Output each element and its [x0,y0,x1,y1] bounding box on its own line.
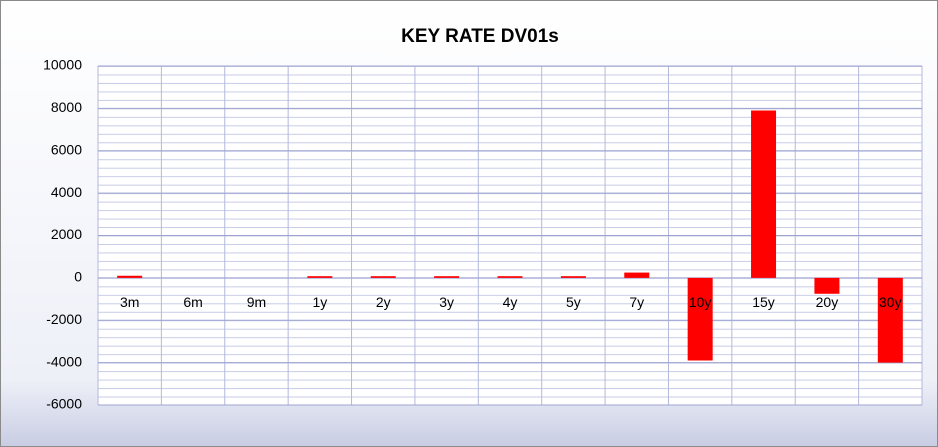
x-tick-label: 4y [503,294,518,310]
x-tick-label: 2y [376,294,391,310]
bar [497,276,523,278]
x-tick-label: 7y [629,294,644,310]
x-tick-label: 1y [312,294,327,310]
y-tick-label: 6000 [51,141,82,157]
x-tick-label: 3y [439,294,454,310]
bar [370,276,396,278]
y-tick-label: -6000 [46,396,82,412]
y-tick-label: 0 [74,269,82,285]
y-tick-label: 2000 [51,226,82,242]
x-tick-label: 15y [752,294,775,310]
x-tick-label: 20y [816,294,839,310]
y-tick-label: -2000 [46,311,82,327]
y-tick-label: 8000 [51,99,82,115]
x-tick-label: 9m [247,294,266,310]
y-tick-label: 10000 [43,57,82,73]
bar [117,275,143,278]
chart-title: KEY RATE DV01s [401,26,559,47]
x-tick-label: 6m [183,294,202,310]
x-tick-label: 30y [879,294,902,310]
x-tick-label: 5y [566,294,581,310]
bar [877,277,903,363]
bar [560,276,586,278]
bar [307,276,333,278]
x-tick-label: 3m [120,294,139,310]
bar [687,277,713,361]
bar [624,272,650,278]
bar [434,276,460,278]
bar [751,110,777,278]
y-tick-label: 4000 [51,184,82,200]
x-tick-label: 10y [689,294,712,310]
y-tick-label: -4000 [46,353,82,369]
bar [814,277,840,294]
